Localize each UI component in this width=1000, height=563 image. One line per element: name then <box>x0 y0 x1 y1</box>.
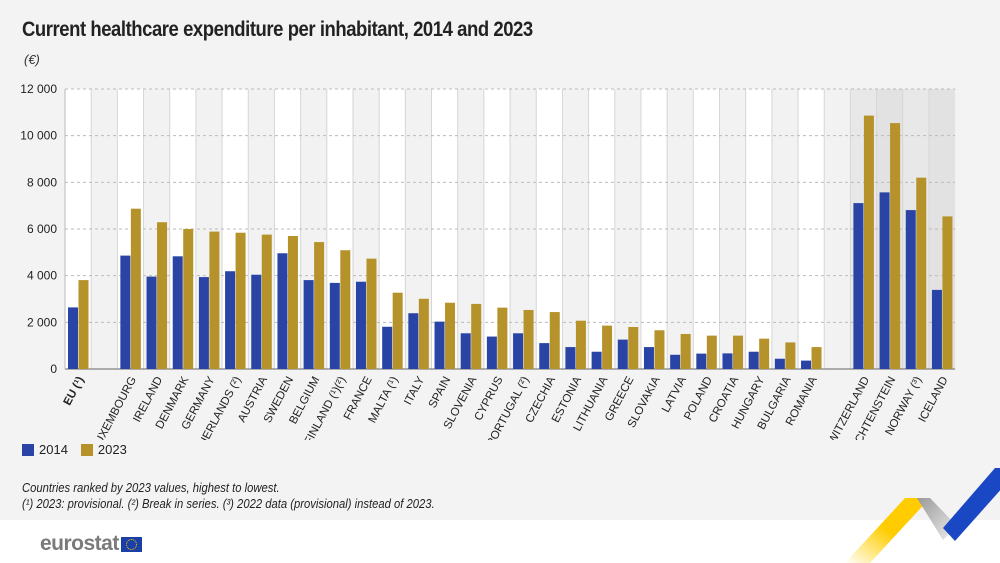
y-tick-label: 8 000 <box>27 175 57 189</box>
bar-2023 <box>497 307 508 369</box>
bar-2014 <box>591 351 602 369</box>
bar-2014 <box>198 277 209 369</box>
x-tick-label: LUXEMBOURG <box>90 375 139 440</box>
bar-2014 <box>565 347 576 369</box>
bar-2023 <box>785 342 796 369</box>
bar-2023 <box>183 229 194 369</box>
bar-2014 <box>382 326 393 369</box>
bar-2014 <box>931 289 942 369</box>
y-tick-label: 6 000 <box>27 222 57 236</box>
bar-2023 <box>209 231 220 369</box>
note-ranking: Countries ranked by 2023 values, highest… <box>22 481 280 495</box>
bar-2023 <box>890 123 901 369</box>
bar-2023 <box>287 236 298 369</box>
y-tick-label: 4 000 <box>27 269 57 283</box>
bar-2014 <box>722 353 733 369</box>
bar-2014 <box>172 256 183 369</box>
legend-swatch-2023 <box>80 443 93 456</box>
bar-2023 <box>314 242 325 369</box>
bar-2023 <box>261 234 272 369</box>
bar-2023 <box>471 303 482 369</box>
bar-2023 <box>628 327 639 369</box>
bar-2023 <box>130 208 141 369</box>
bar-2014 <box>460 333 471 369</box>
x-tick-label: LATVIA <box>660 374 689 414</box>
bar-2014 <box>277 253 288 369</box>
legend: 2014 2023 <box>22 442 127 457</box>
bar-2023 <box>445 302 456 369</box>
bar-2023 <box>157 222 168 369</box>
bar-2014 <box>303 280 314 369</box>
bar-2014 <box>774 358 785 369</box>
bar-2023 <box>706 335 717 369</box>
bar-2014 <box>643 347 654 369</box>
legend-label-2023: 2023 <box>97 442 127 457</box>
bar-2023 <box>366 258 377 369</box>
eurostat-ribbon-decoration <box>845 468 1000 563</box>
unit-label: (€) <box>24 52 40 67</box>
note-flags: (¹) 2023: provisional. (²) Break in seri… <box>22 497 435 511</box>
bar-2023 <box>811 347 822 369</box>
y-tick-label: 10 000 <box>20 129 57 143</box>
chart-title: Current healthcare expenditure per inhab… <box>22 18 533 41</box>
bar-2023 <box>863 115 874 369</box>
bar-2014 <box>617 339 628 369</box>
bar-2023 <box>942 216 953 369</box>
bar-2014 <box>120 255 131 369</box>
y-tick-label: 12 000 <box>20 82 57 96</box>
bar-2014 <box>539 343 550 369</box>
bar-2023 <box>575 320 586 369</box>
x-tick-label: EU (¹) <box>62 375 87 408</box>
x-tick-label: ITALY <box>402 374 427 407</box>
bar-2014 <box>225 271 236 369</box>
footnotes: Countries ranked by 2023 values, highest… <box>22 480 435 512</box>
bar-2023 <box>78 280 89 369</box>
x-tick-label: SPAIN <box>427 375 453 410</box>
bar-2014 <box>68 307 78 369</box>
bar-2023 <box>654 330 665 369</box>
bar-2023 <box>602 325 613 369</box>
bar-2023 <box>523 309 534 369</box>
bar-2014 <box>670 354 681 369</box>
bar-2014 <box>486 336 497 369</box>
bar-2023 <box>418 298 429 369</box>
bar-2014 <box>905 210 916 369</box>
bar-2014 <box>879 192 890 369</box>
bar-2023 <box>733 335 743 369</box>
bar-2023 <box>759 338 770 369</box>
bar-2014 <box>408 313 419 369</box>
eu-flag-icon <box>120 536 142 552</box>
bar-2023 <box>549 312 560 369</box>
y-tick-label: 2 000 <box>27 315 57 329</box>
bar-2014 <box>251 274 262 369</box>
legend-swatch-2014 <box>22 443 34 456</box>
bar-2014 <box>355 281 366 369</box>
bar-2014 <box>146 276 157 369</box>
bar-2023 <box>916 177 927 369</box>
bar-2023 <box>340 250 351 369</box>
y-tick-label: 0 <box>50 362 57 376</box>
legend-label-2014: 2014 <box>39 442 68 457</box>
logo-text: eurostat <box>40 532 119 555</box>
bar-2014 <box>434 321 445 369</box>
bar-2014 <box>513 333 524 369</box>
bar-2023 <box>392 292 403 369</box>
bar-2023 <box>680 334 691 369</box>
bar-2014 <box>801 360 812 369</box>
eurostat-logo: eurostat <box>40 532 142 556</box>
bar-2023 <box>235 232 246 369</box>
bar-2014 <box>329 282 340 369</box>
bar-2014 <box>853 203 864 369</box>
bar-2014 <box>748 351 759 369</box>
bar-2014 <box>696 353 707 369</box>
